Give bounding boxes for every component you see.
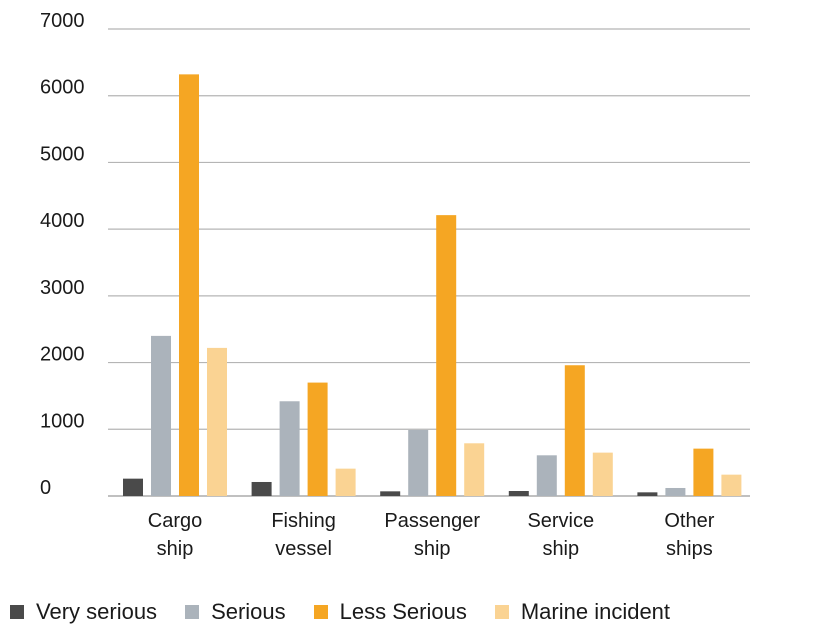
bar-serious (151, 335, 171, 496)
x-tick-label: ship (414, 538, 451, 560)
bar-serious (665, 487, 686, 496)
bar-marine-incident (721, 474, 742, 496)
y-tick-label: 7000 (40, 10, 85, 32)
legend-label: Less Serious (339, 599, 467, 624)
bar-serious (408, 429, 429, 496)
bar-serious (536, 455, 557, 496)
legend-label: Very serious (36, 599, 158, 624)
bar-less-serious (436, 215, 457, 496)
y-tick-label: 3000 (40, 277, 85, 299)
x-tick-label: ship (542, 538, 579, 560)
bar-marine-incident (207, 347, 227, 496)
bar-very-serious (123, 478, 143, 496)
legend-label: Serious (211, 599, 286, 624)
x-axis-labels: Cargo ship Fishing vessel Passenger ship Servi… (148, 510, 715, 560)
bar-very-serious (251, 481, 272, 496)
bar-marine-incident (335, 468, 356, 496)
y-tick-label: 5000 (40, 143, 85, 165)
legend-label: Marine incident (520, 599, 671, 624)
legend-item: Marine incident (494, 599, 671, 625)
bar-serious (279, 401, 300, 496)
legend: Very serious Serious Less Serious Marine in… (10, 597, 670, 627)
y-tick-label: 6000 (40, 77, 85, 99)
bar-very-serious (637, 492, 658, 496)
legend-swatch (10, 605, 24, 619)
bar-very-serious (508, 490, 529, 496)
bar-marine-incident (592, 452, 613, 496)
bar-marine-incident (464, 443, 485, 496)
y-tick-label: 0 (40, 477, 51, 499)
x-tick-label: Fishing (271, 510, 335, 532)
bars (123, 74, 742, 496)
x-tick-label: Cargo (148, 510, 202, 532)
legend-swatch (185, 605, 200, 619)
y-tick-label: 1000 (40, 410, 85, 432)
legend-item: Very serious (10, 599, 157, 625)
y-tick-label: 4000 (40, 210, 85, 232)
x-tick-label: Service (527, 510, 594, 532)
x-tick-label: Other (664, 510, 714, 532)
bar-less-serious (693, 448, 714, 496)
legend-item: Less Serious (313, 599, 467, 625)
legend-item: Serious (185, 599, 286, 625)
x-tick-label: ship (157, 538, 194, 560)
bar-less-serious (179, 74, 199, 496)
bar-very-serious (380, 491, 401, 496)
legend-swatch (313, 605, 328, 619)
bar-less-serious (564, 365, 585, 496)
legend-swatch (494, 605, 509, 619)
x-tick-label: Passenger (384, 510, 480, 532)
gridlines (108, 28, 750, 497)
x-tick-label: ships (666, 538, 713, 560)
y-axis-ticks: 0 1000 2000 3000 4000 5000 6000 7000 (40, 10, 85, 499)
bar-less-serious (307, 382, 328, 496)
x-tick-label: vessel (275, 538, 332, 560)
y-tick-label: 2000 (40, 344, 85, 366)
